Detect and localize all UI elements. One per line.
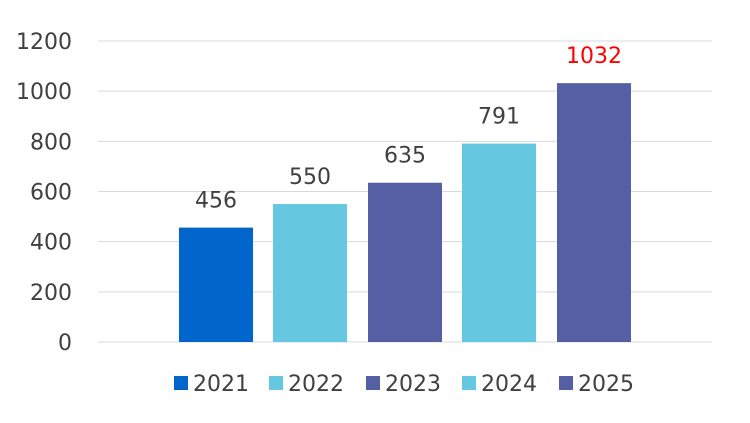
- y-tick-label-800: 800: [30, 130, 72, 155]
- data-label-2021: 456: [195, 189, 237, 214]
- y-tick-label-1000: 1000: [16, 80, 72, 105]
- data-label-2025: 1032: [566, 44, 622, 69]
- bar-2022: [273, 204, 347, 342]
- bar-2021: [179, 227, 253, 342]
- bar-2024: [462, 143, 536, 342]
- bar-2025: [557, 83, 631, 342]
- legend-swatch-2024: [462, 376, 476, 390]
- data-label-2023: 635: [384, 144, 426, 169]
- data-label-2022: 550: [289, 165, 331, 190]
- legend-label-2023: 2023: [385, 372, 441, 397]
- legend-label-2022: 2022: [288, 372, 344, 397]
- legend-label-2025: 2025: [578, 372, 634, 397]
- legend: 2021 2022 2023 2024 2025: [174, 372, 634, 397]
- bars: [179, 83, 631, 342]
- bar-2023: [368, 182, 442, 342]
- legend-label-2024: 2024: [481, 372, 537, 397]
- legend-swatch-2022: [269, 376, 283, 390]
- legend-label-2021: 2021: [193, 372, 249, 397]
- data-labels: 456 550 635 791 1032: [195, 44, 622, 213]
- y-tick-label-600: 600: [30, 181, 72, 206]
- y-tick-label-1200: 1200: [16, 30, 72, 55]
- legend-swatch-2025: [559, 376, 573, 390]
- y-tick-label-400: 400: [30, 231, 72, 256]
- y-tick-label-0: 0: [58, 331, 72, 356]
- legend-swatch-2023: [366, 376, 380, 390]
- y-tick-label-200: 200: [30, 281, 72, 306]
- y-axis-ticks: 0 200 400 600 800 1000 1200: [16, 30, 72, 356]
- data-label-2024: 791: [478, 105, 520, 130]
- legend-swatch-2021: [174, 376, 188, 390]
